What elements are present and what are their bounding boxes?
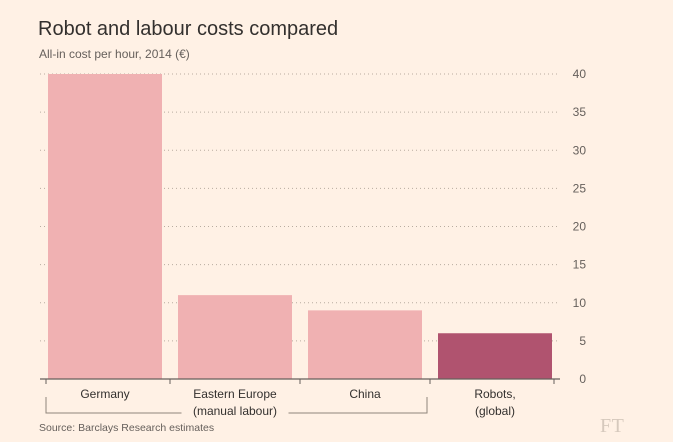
- y-tick-labels: 0 5 10 15 20 25 30 35 40: [573, 67, 587, 386]
- x-tick-label: Eastern Europe: [193, 387, 277, 401]
- bar: [438, 333, 552, 379]
- x-tick-label: China: [349, 387, 381, 401]
- x-tick-label: Germany: [80, 387, 129, 401]
- x-tick-label-line2: (manual labour): [193, 404, 277, 418]
- y-tick-label: 20: [573, 220, 587, 234]
- ft-logo: FT: [600, 415, 625, 437]
- y-tick-label: 15: [573, 258, 587, 272]
- y-tick-label: 10: [573, 296, 587, 310]
- bracket-gap: [181, 406, 289, 418]
- y-tick-label: 5: [579, 334, 586, 348]
- chart-title: Robot and labour costs compared: [38, 18, 339, 40]
- y-tick-label: 35: [573, 105, 587, 119]
- x-tick-labels: Germany Eastern Europe (manual labour) Chin…: [80, 387, 516, 418]
- y-tick-label: 30: [573, 143, 587, 157]
- y-tick-label: 40: [573, 67, 587, 81]
- bar: [48, 74, 162, 379]
- y-tick-label: 0: [579, 372, 586, 386]
- bar: [178, 295, 292, 379]
- bars: [48, 74, 552, 379]
- bar: [308, 310, 422, 379]
- y-tick-label: 25: [573, 181, 587, 195]
- x-tick-label: Robots,: [474, 387, 515, 401]
- x-tick-label-line2: (global): [475, 404, 515, 418]
- chart-subtitle: All-in cost per hour, 2014 (€): [39, 47, 190, 61]
- source-note: Source: Barclays Research estimates: [39, 422, 215, 434]
- grid-lines: [40, 73, 560, 342]
